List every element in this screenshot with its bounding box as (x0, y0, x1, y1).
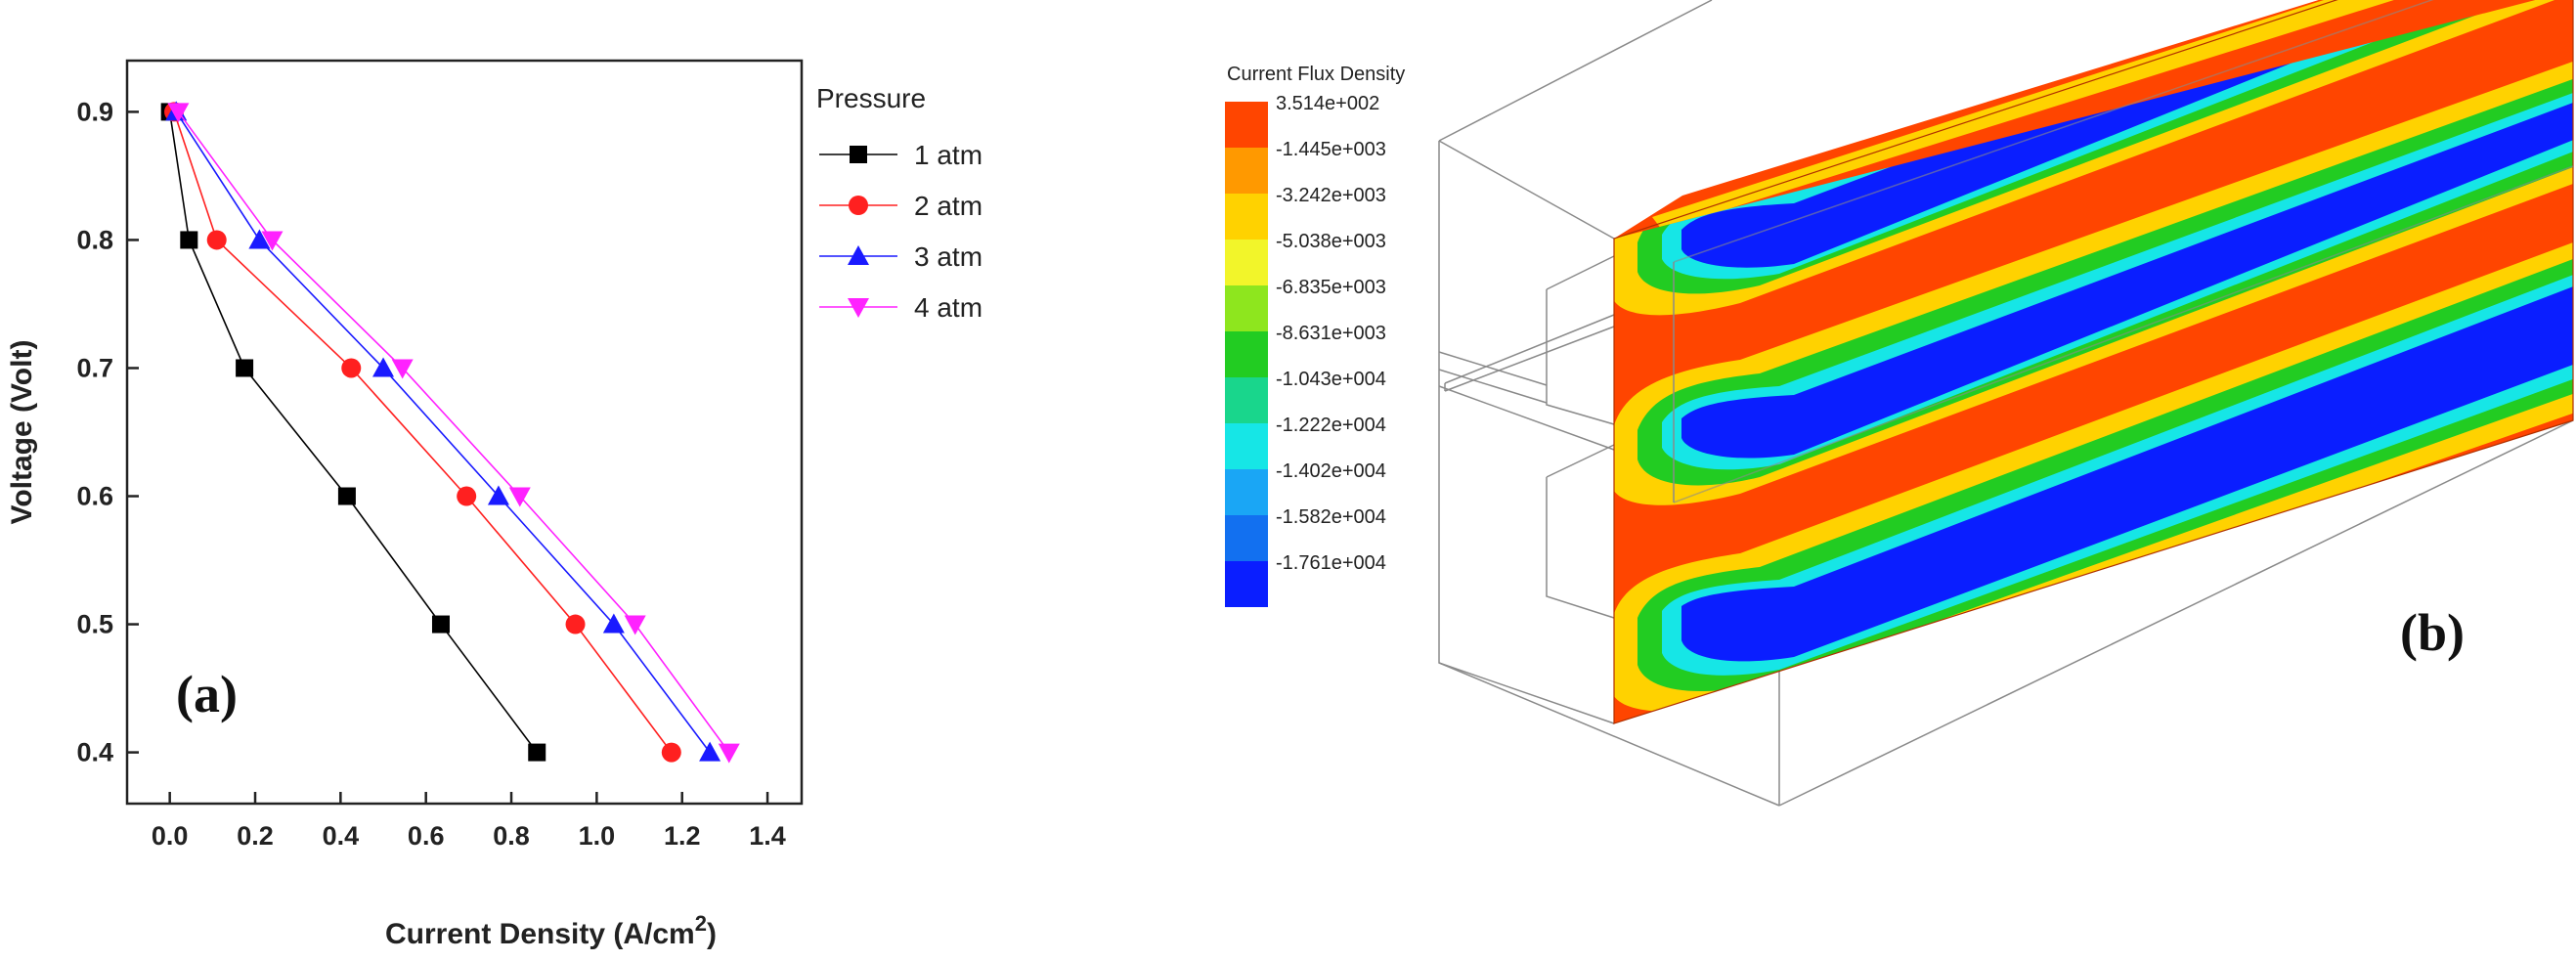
plot-frame (125, 59, 804, 806)
colorbar-swatch (1225, 285, 1268, 331)
colorbar-label: -1.402e+004 (1276, 460, 1386, 482)
panel-b-contour: Current Flux Density 3.514e+002 -1.445e+0… (1225, 0, 2574, 807)
data-point-4-atm (718, 743, 740, 764)
y-axis: 0.4 0.5 0.6 0.7 0.8 0.9 (76, 97, 139, 767)
x-tick-label: 0.8 (493, 821, 530, 851)
legend-item-2-atm: 2 atm (819, 191, 982, 221)
data-point-1-atm (180, 231, 198, 249)
data-point-3-atm (602, 613, 625, 634)
colorbar-swatch (1225, 377, 1268, 423)
colorbar-label: -6.835e+003 (1276, 277, 1386, 298)
y-tick-label: 0.4 (76, 738, 113, 767)
colorbar-label: -5.038e+003 (1276, 231, 1386, 252)
colorbar-swatch (1225, 148, 1268, 194)
legend: Pressure 1 atm 2 atm 3 atm 4 atm (816, 83, 982, 323)
colorbar-swatch (1225, 423, 1268, 469)
series-line-2-atm (173, 111, 673, 754)
y-axis-title: Voltage (Volt) (6, 340, 38, 525)
colorbar-swatch (1225, 515, 1268, 561)
colorbar-swatch (1225, 102, 1268, 148)
data-point-3-atm (487, 485, 509, 505)
legend-title: Pressure (816, 83, 926, 113)
series-group (160, 101, 740, 764)
contour-slab-outline (1613, 0, 2574, 724)
data-point-4-atm (391, 359, 414, 379)
legend-item-3-atm: 3 atm (819, 241, 982, 272)
data-point-2-atm (565, 614, 586, 634)
colorbar-swatch (1225, 194, 1268, 240)
x-tick-label: 1.2 (664, 821, 701, 851)
x-tick-label: 0.2 (237, 821, 274, 851)
colorbar-label: -1.761e+004 (1276, 552, 1386, 574)
data-point-2-atm (341, 358, 362, 378)
data-point-2-atm (206, 230, 227, 250)
colorbar-label: -1.445e+003 (1276, 139, 1386, 160)
colorbar-label: -1.582e+004 (1276, 506, 1386, 528)
y-tick-label: 0.9 (76, 97, 113, 126)
y-tick-label: 0.5 (76, 610, 113, 639)
x-axis: 0.0 0.2 0.4 0.6 0.8 1.0 1.2 1.4 (152, 792, 786, 851)
legend-marker (849, 196, 868, 215)
colorbar-label: 3.514e+002 (1276, 93, 1379, 114)
colorbar-title: Current Flux Density (1227, 64, 1405, 85)
data-point-3-atm (699, 741, 721, 762)
legend-label: 4 atm (914, 292, 982, 323)
series-line-1-atm (168, 111, 538, 754)
colorbar-swatch (1225, 469, 1268, 515)
data-point-2-atm (457, 486, 477, 506)
colorbar-swatch (1225, 561, 1268, 607)
data-point-1-atm (337, 487, 356, 505)
panel-label-b: (b) (2400, 603, 2465, 662)
colorbar-swatch (1225, 331, 1268, 377)
colorbar-label: -3.242e+003 (1276, 185, 1386, 206)
data-point-3-atm (248, 229, 271, 249)
legend-item-1-atm: 1 atm (819, 140, 982, 170)
x-tick-label: 0.4 (323, 821, 360, 851)
data-point-4-atm (261, 231, 284, 251)
panel-label-a: (a) (176, 665, 238, 723)
colorbar-label: -1.043e+004 (1276, 369, 1386, 390)
x-tick-label: 0.0 (152, 821, 189, 851)
y-tick-label: 0.7 (76, 353, 113, 382)
legend-label: 1 atm (914, 140, 982, 170)
legend-label: 3 atm (914, 241, 982, 272)
legend-marker (848, 245, 869, 265)
colorbar: 3.514e+002 -1.445e+003 -3.242e+003 -5.038e+… (1225, 93, 1386, 607)
data-point-1-atm (431, 615, 450, 634)
x-tick-label: 0.6 (408, 821, 445, 851)
panel-a-chart: 0.4 0.5 0.6 0.7 0.8 0.9 0.0 0.2 0.4 0.6 0.8 1.0 1.2… (6, 59, 982, 950)
legend-item-4-atm: 4 atm (819, 292, 982, 323)
colorbar-label: -8.631e+003 (1276, 323, 1386, 344)
data-point-1-atm (528, 743, 546, 762)
data-point-4-atm (167, 103, 190, 123)
data-point-4-atm (508, 487, 531, 507)
y-tick-label: 0.8 (76, 225, 113, 254)
series-line-3-atm (175, 110, 711, 754)
colorbar-label: -1.222e+004 (1276, 415, 1386, 436)
colorbar-swatch (1225, 240, 1268, 285)
data-point-1-atm (236, 359, 254, 377)
series-line-4-atm (177, 110, 730, 754)
y-tick-label: 0.6 (76, 482, 113, 511)
data-point-3-atm (372, 357, 395, 377)
data-point-2-atm (661, 742, 681, 763)
x-axis-title: Current Density (A/cm2) (385, 911, 717, 950)
x-tick-label: 1.4 (749, 821, 786, 851)
legend-marker (850, 146, 867, 163)
data-point-4-atm (624, 615, 646, 635)
x-tick-label: 1.0 (579, 821, 616, 851)
legend-marker (848, 298, 869, 318)
legend-label: 2 atm (914, 191, 982, 221)
